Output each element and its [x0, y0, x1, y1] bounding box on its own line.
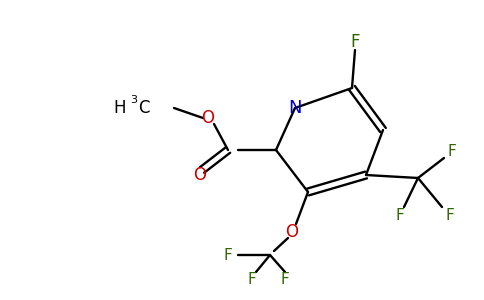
Text: F: F	[248, 272, 257, 287]
Text: F: F	[395, 208, 404, 223]
Text: O: O	[286, 223, 299, 241]
Text: O: O	[194, 166, 207, 184]
Text: F: F	[224, 248, 232, 262]
Text: C: C	[138, 99, 150, 117]
Text: F: F	[281, 272, 289, 287]
Text: H: H	[114, 99, 126, 117]
Text: N: N	[288, 99, 302, 117]
Text: O: O	[201, 109, 214, 127]
Text: F: F	[446, 208, 454, 223]
Text: F: F	[350, 33, 360, 51]
Text: F: F	[448, 145, 456, 160]
Text: 3: 3	[130, 95, 137, 105]
